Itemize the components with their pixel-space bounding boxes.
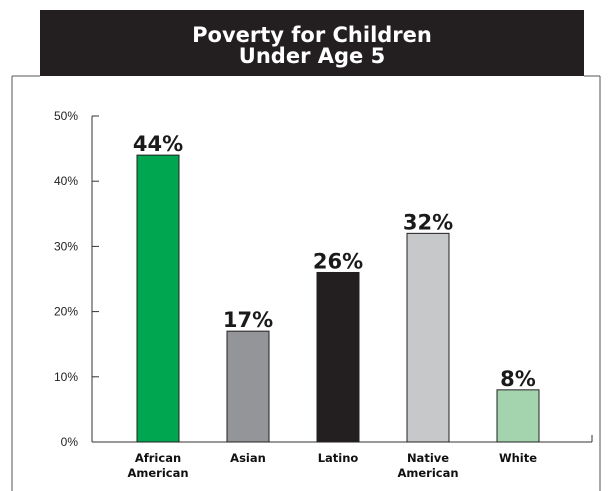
y-tick-label: 40% — [54, 174, 78, 188]
bar-value-label: 32% — [403, 210, 453, 234]
category-label: American — [397, 466, 458, 480]
bar — [496, 389, 540, 443]
title-banner — [40, 10, 584, 76]
category-label: Native — [407, 451, 449, 465]
y-tick-label: 20% — [54, 305, 78, 319]
category-label: Latino — [318, 451, 359, 465]
y-tick-label: 10% — [54, 370, 78, 384]
bar-value-label: 44% — [133, 132, 183, 156]
chart-title-line: Poverty for Children — [192, 23, 432, 47]
y-tick-label: 0% — [61, 435, 79, 449]
value-labels: 44% 17% 26% 32% 8% — [133, 132, 536, 391]
category-label: African — [135, 451, 181, 465]
bar-value-label: 8% — [500, 367, 536, 391]
bar-value-label: 17% — [223, 308, 273, 332]
category-label: American — [127, 466, 188, 480]
bars — [136, 154, 540, 443]
bar-value-label: 26% — [313, 249, 363, 273]
y-tick-label: 30% — [54, 239, 78, 253]
bar — [406, 232, 450, 443]
y-tick-label: 50% — [54, 109, 78, 123]
chart-title-line: Under Age 5 — [239, 44, 385, 68]
category-label: White — [499, 451, 537, 465]
y-ticks: 0% 10% 20% 30% 40% 50% — [54, 109, 99, 449]
bar — [136, 154, 180, 443]
bar — [226, 330, 270, 443]
category-label: Asian — [230, 451, 266, 465]
bar — [316, 271, 360, 443]
